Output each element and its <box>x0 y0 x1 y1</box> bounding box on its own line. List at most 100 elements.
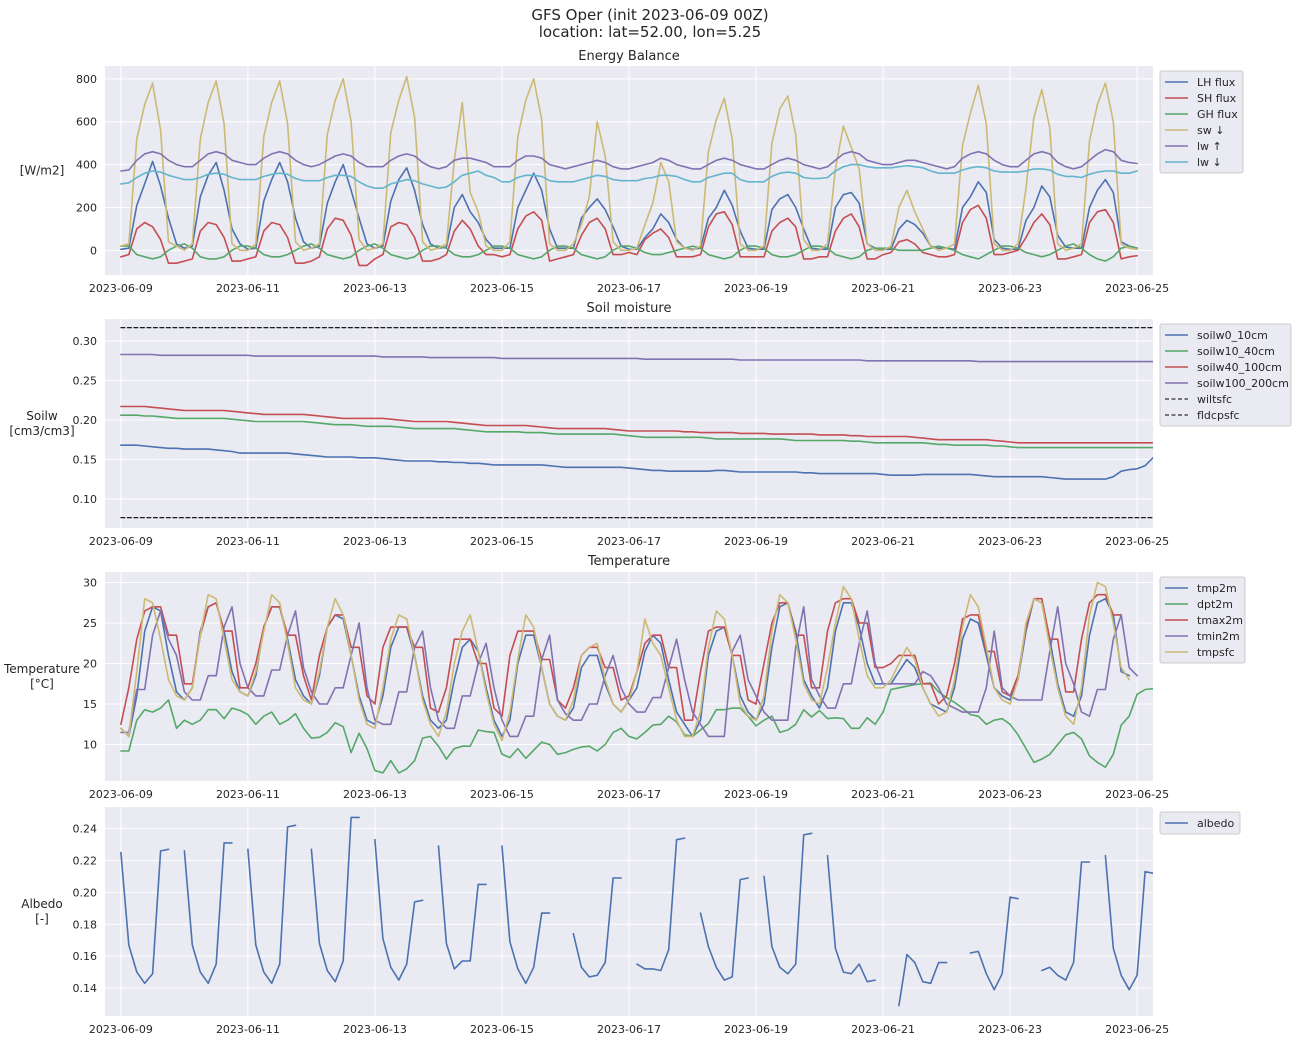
series-line-soilw100-200cm <box>120 353 1153 363</box>
series-line-soilw0-10cm <box>120 444 1153 480</box>
legend-label: tmpsfc <box>1197 646 1235 659</box>
series-line-tmin2m <box>120 606 1138 738</box>
legend-label: SH flux <box>1197 92 1237 105</box>
y-tick-label: 20 <box>83 658 97 671</box>
chart-panel-energy-balance: 0 200 400 600 800 2023-06-09 2023-06-11 2023-06… <box>20 49 1244 295</box>
legend-label: tmax2m <box>1197 614 1243 627</box>
legend-label: wiltsfc <box>1197 393 1232 406</box>
x-tick-label: 2023-06-21 <box>851 788 915 801</box>
y-tick-label: 0.20 <box>73 414 98 427</box>
x-tick-label: 2023-06-19 <box>724 788 788 801</box>
x-tick-label: 2023-06-25 <box>1105 788 1169 801</box>
x-tick-label: 2023-06-11 <box>216 788 280 801</box>
x-tick-label: 2023-06-11 <box>216 1023 280 1036</box>
series-line-soilw10-40cm <box>120 414 1153 449</box>
figure-title-line-2: location: lat=52.00, lon=5.25 <box>538 23 762 41</box>
legend: soilw0_10cm soilw10_40cm soilw40_100cmsoil… <box>1159 323 1292 427</box>
x-tick-label: 2023-06-09 <box>89 282 153 295</box>
x-tick-label: 2023-06-13 <box>343 535 407 548</box>
series-line-sh-flux <box>120 204 1138 267</box>
legend-label: soilw10_40cm <box>1197 345 1275 358</box>
series-line-albedo <box>120 816 1153 1007</box>
series-line-sw <box>120 75 1138 252</box>
x-tick-label: 2023-06-17 <box>597 535 661 548</box>
chart-panel-albedo: 0.14 0.16 0.18 0.20 0.22 0.24 2023-06-09 2023-0… <box>21 807 1241 1036</box>
y-tick-label: 30 <box>83 577 97 590</box>
x-tick-label: 2023-06-15 <box>470 788 534 801</box>
legend-label: tmp2m <box>1197 582 1237 595</box>
y-tick-label: 600 <box>76 116 97 129</box>
x-tick-label: 2023-06-21 <box>851 282 915 295</box>
series-line-gh-flux <box>120 243 1138 262</box>
y-tick-label: 0.15 <box>73 453 98 466</box>
legend-label: soilw0_10cm <box>1197 329 1268 342</box>
y-tick-label: 200 <box>76 201 97 214</box>
y-axis-label: Temperature [°C] <box>3 662 80 691</box>
legend-box <box>1159 323 1292 427</box>
x-tick-label: 2023-06-21 <box>851 535 915 548</box>
y-tick-label: 0.30 <box>73 335 98 348</box>
x-tick-label: 2023-06-17 <box>597 1023 661 1036</box>
y-tick-label: 0.10 <box>73 493 98 506</box>
legend-label: albedo <box>1197 817 1235 830</box>
series-line-soilw40-100cm <box>120 405 1153 444</box>
chart-title: Soil moisture <box>587 301 672 316</box>
x-tick-label: 2023-06-13 <box>343 282 407 295</box>
y-tick-label: 15 <box>83 698 97 711</box>
legend: tmp2m dpt2m tmax2m tmin2m tmpsfc <box>1159 576 1246 664</box>
x-tick-label: 2023-06-09 <box>89 1023 153 1036</box>
x-tick-label: 2023-06-25 <box>1105 282 1169 295</box>
chart-title: Energy Balance <box>578 49 680 64</box>
y-tick-label: 0.16 <box>73 950 98 963</box>
x-tick-label: 2023-06-23 <box>978 788 1042 801</box>
figure-title-line-1: GFS Oper (init 2023-06-09 00Z) <box>531 6 769 24</box>
legend-label: soilw40_100cm <box>1197 361 1282 374</box>
y-tick-label: 10 <box>83 739 97 752</box>
legend-label: tmin2m <box>1197 630 1240 643</box>
x-tick-label: 2023-06-23 <box>978 282 1042 295</box>
chart-panel-soil-moisture: 0.10 0.15 0.20 0.25 0.30 2023-06-09 2023-06-11… <box>9 301 1292 548</box>
x-tick-label: 2023-06-13 <box>343 1023 407 1036</box>
y-tick-label: 800 <box>76 73 97 86</box>
series-line-tmpsfc <box>120 581 1130 742</box>
legend-label: LH flux <box>1197 76 1236 89</box>
x-tick-label: 2023-06-21 <box>851 1023 915 1036</box>
chart-title: Temperature <box>587 554 670 569</box>
y-tick-label: 0.14 <box>73 982 98 995</box>
legend-box <box>1159 70 1244 174</box>
x-tick-label: 2023-06-11 <box>216 535 280 548</box>
legend-label: fldcpsfc <box>1197 409 1240 422</box>
series-line-lw <box>120 163 1138 189</box>
y-tick-label: 0.20 <box>73 886 98 899</box>
y-tick-label: 0.22 <box>73 854 98 867</box>
x-tick-label: 2023-06-19 <box>724 282 788 295</box>
x-tick-label: 2023-06-15 <box>470 282 534 295</box>
x-tick-label: 2023-06-23 <box>978 535 1042 548</box>
legend-box <box>1159 811 1241 835</box>
x-tick-label: 2023-06-23 <box>978 1023 1042 1036</box>
chart-panel-temperature: 10 15 20 25 30 2023-06-09 2023-06-11 2023-06-13… <box>3 554 1246 801</box>
x-tick-label: 2023-06-09 <box>89 535 153 548</box>
series-line-lw <box>120 148 1138 172</box>
y-tick-label: 0 <box>90 244 97 257</box>
y-axis-label: Soilw [cm3/cm3] <box>9 409 74 438</box>
x-tick-label: 2023-06-19 <box>724 1023 788 1036</box>
x-tick-label: 2023-06-15 <box>470 535 534 548</box>
x-tick-label: 2023-06-17 <box>597 282 661 295</box>
legend-label: GH flux <box>1197 108 1238 121</box>
x-tick-label: 2023-06-13 <box>343 788 407 801</box>
legend: albedo <box>1159 811 1241 835</box>
x-tick-label: 2023-06-15 <box>470 1023 534 1036</box>
x-tick-label: 2023-06-19 <box>724 535 788 548</box>
y-tick-label: 0.24 <box>73 823 98 836</box>
legend-label: sw ↓ <box>1197 124 1224 137</box>
legend-label: soilw100_200cm <box>1197 377 1289 390</box>
y-tick-label: 0.25 <box>73 375 98 388</box>
legend-box <box>1159 576 1246 664</box>
legend: LH flux SH flux GH flux sw ↓ lw ↑ lw ↓ <box>1159 70 1244 174</box>
y-axis-label: [W/m2] <box>20 164 65 178</box>
x-tick-label: 2023-06-09 <box>89 788 153 801</box>
x-tick-label: 2023-06-25 <box>1105 535 1169 548</box>
x-tick-label: 2023-06-25 <box>1105 1023 1169 1036</box>
